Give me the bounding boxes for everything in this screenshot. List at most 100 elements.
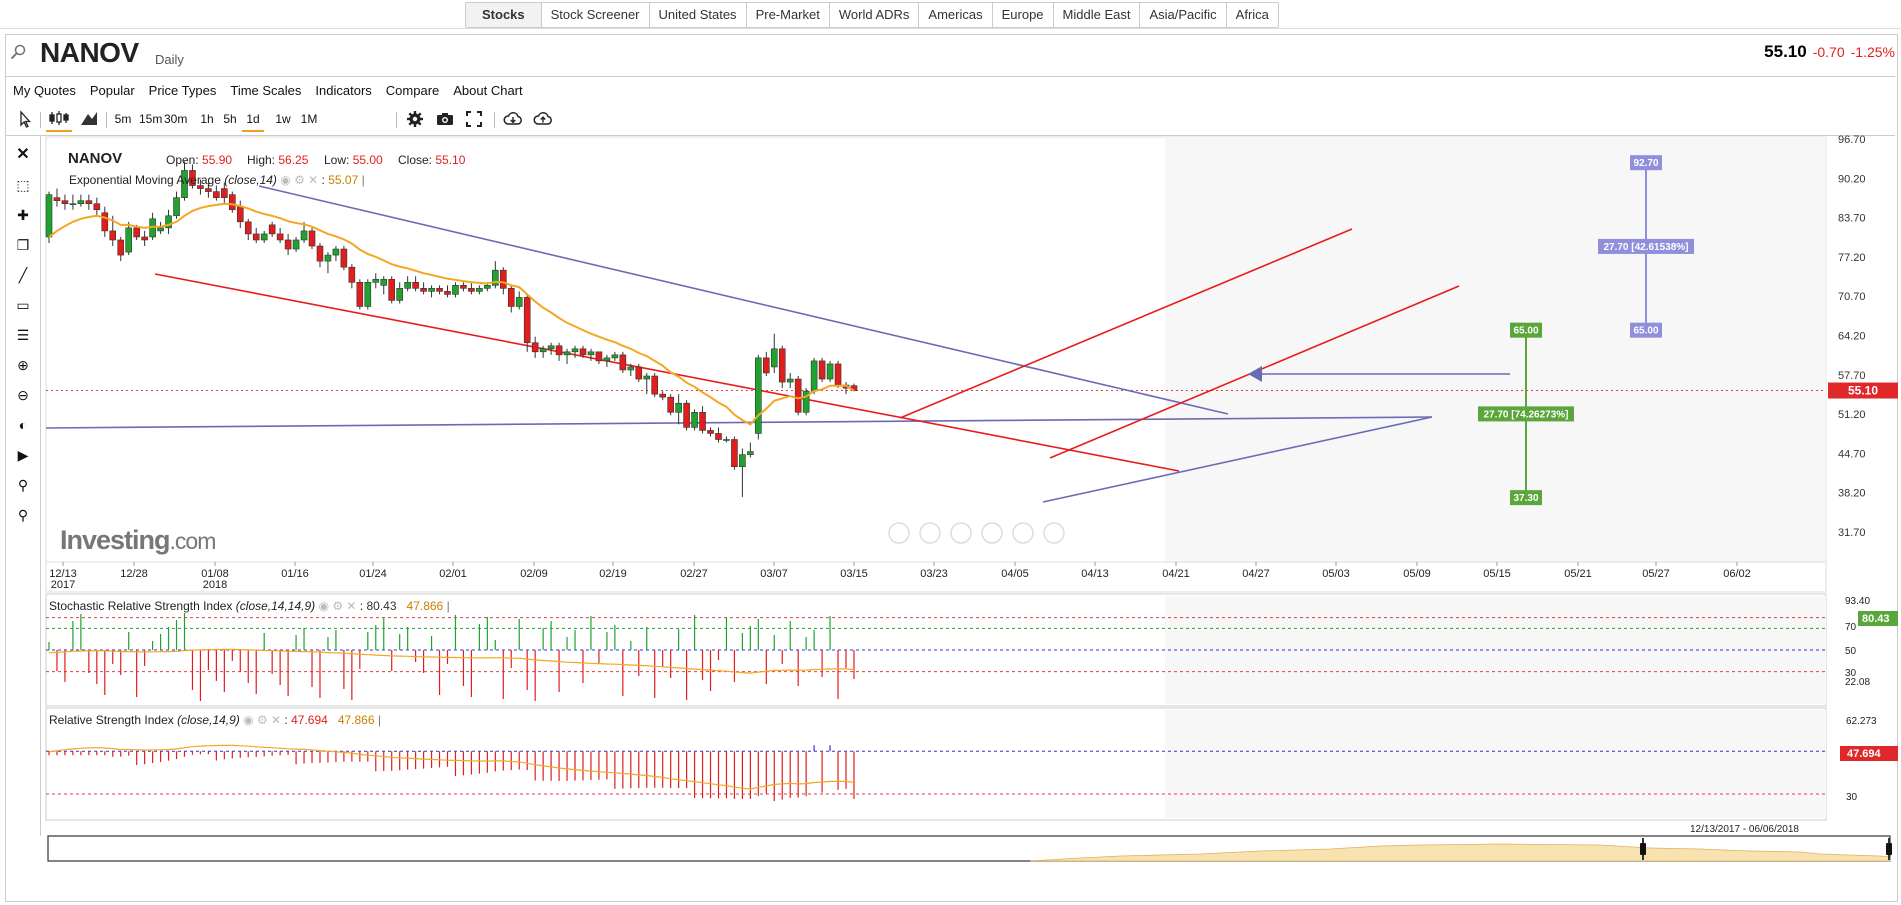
nav-tab-stocks[interactable]: Stocks — [466, 3, 542, 27]
play-icon[interactable]: ▶ — [17, 447, 29, 463]
chart-frame — [5, 34, 1898, 902]
candle-body — [348, 266, 356, 283]
toolbar-separator — [40, 112, 41, 128]
candle — [388, 276, 396, 304]
interval-5h[interactable]: 5h — [223, 112, 237, 126]
nav-tab-united-states[interactable]: United States — [650, 3, 747, 27]
camera-icon[interactable] — [434, 108, 456, 130]
nav-tab-europe[interactable]: Europe — [993, 3, 1054, 27]
candle-body — [268, 224, 276, 235]
candle-body — [651, 375, 659, 395]
candle — [539, 345, 547, 358]
candle — [69, 194, 77, 210]
menu-time-scales[interactable]: Time Scales — [230, 83, 302, 98]
candle-body — [563, 351, 571, 356]
candle — [515, 291, 523, 310]
candles-icon[interactable] — [46, 108, 72, 132]
y-tick-label: 90.20 — [1838, 173, 1866, 185]
interval-1h[interactable]: 1h — [200, 112, 214, 126]
interval-1d[interactable]: 1d — [242, 108, 264, 132]
x-tick-label: 05/15 — [1483, 568, 1511, 580]
interval-5m[interactable]: 5m — [114, 112, 132, 126]
zoom-in-icon[interactable]: ⊕ — [17, 357, 29, 373]
candle — [85, 194, 93, 210]
crosshair-icon[interactable]: ✚ — [17, 207, 29, 223]
menu-my-quotes[interactable]: My Quotes — [13, 83, 76, 98]
candle — [531, 336, 539, 358]
candle-body — [507, 288, 515, 307]
candle — [260, 230, 268, 243]
candle-body — [802, 390, 810, 413]
candle-body — [834, 363, 842, 386]
candle-body — [460, 285, 467, 289]
rsi-label: Relative Strength Index — [49, 713, 174, 727]
menu-price-types[interactable]: Price Types — [148, 83, 217, 98]
nav-tab-middle-east[interactable]: Middle East — [1054, 3, 1141, 27]
candle — [810, 357, 818, 395]
fib-icon[interactable]: ☰ — [16, 327, 30, 343]
candle-body — [332, 248, 340, 256]
menu-compare[interactable]: Compare — [385, 83, 440, 98]
candle — [468, 282, 475, 295]
price-change: -0.70 — [1812, 44, 1845, 60]
x-tick-label: 04/27 — [1242, 568, 1270, 580]
x-tick-label: 01/24 — [359, 568, 387, 580]
last-price: 55.10 — [1764, 42, 1807, 61]
candle — [316, 242, 324, 268]
candle — [221, 182, 228, 204]
nav-tab-africa[interactable]: Africa — [1235, 7, 1269, 22]
nav-tab-asia-pacific[interactable]: Asia/Pacific — [1140, 3, 1227, 27]
nav-tab-stock-screener[interactable]: Stock Screener — [542, 3, 650, 27]
search-icon[interactable] — [10, 44, 26, 60]
candle-body — [356, 281, 364, 307]
cursor-icon[interactable] — [14, 108, 36, 130]
navigator-area — [1029, 843, 1891, 862]
interval-1m[interactable]: 1M — [300, 112, 318, 126]
menu-about-chart[interactable]: About Chart — [453, 83, 523, 98]
user-icon[interactable]: ⚲ — [17, 477, 29, 493]
range-label: 12/13/2017 - 06/06/2018 — [1690, 824, 1799, 835]
last-price-badge-text: 55.10 — [1848, 384, 1878, 398]
candle-body — [308, 230, 316, 247]
x-tick-label: 04/21 — [1162, 568, 1190, 580]
candle — [707, 427, 714, 437]
menu-indicators[interactable]: Indicators — [315, 83, 372, 98]
candle-body — [659, 393, 666, 398]
nav-tab-world-adrs[interactable]: World ADRs — [830, 3, 920, 27]
candle — [444, 285, 451, 298]
range-annotation-2-mid-text: 27.70 [74.26273%] — [1483, 409, 1568, 420]
cloud-upload-icon[interactable] — [532, 108, 554, 130]
eye-icon[interactable]: ◐ — [18, 417, 28, 433]
x-tick-label: 02/01 — [439, 568, 467, 580]
candle — [125, 221, 132, 256]
fullscreen-icon[interactable] — [463, 108, 485, 130]
close-icon[interactable]: ✕ — [16, 146, 30, 163]
y-tick-label: 83.70 — [1838, 213, 1866, 225]
candle — [61, 194, 69, 210]
menu-popular[interactable]: Popular — [89, 83, 135, 98]
interval-1w[interactable]: 1w — [275, 112, 291, 126]
gear-icon[interactable] — [404, 108, 426, 130]
cloud-download-icon[interactable] — [502, 108, 524, 130]
nav-tab-americas[interactable]: Americas — [919, 3, 993, 27]
candle-body — [173, 197, 180, 217]
rectangle-icon[interactable]: ▭ — [16, 297, 30, 313]
area-icon[interactable] — [78, 108, 100, 130]
rsi-value-2: 47.866 — [337, 713, 375, 727]
candle-body — [691, 411, 698, 428]
layers-icon[interactable]: ❐ — [16, 237, 30, 253]
magnet-icon[interactable]: ⚲ — [17, 507, 29, 523]
candle — [683, 400, 690, 431]
nav-tab-pre-market[interactable]: Pre-Market — [747, 3, 830, 27]
x-tick-label: 04/05 — [1001, 568, 1029, 580]
interval-30m[interactable]: 30m — [164, 112, 188, 126]
candle — [244, 218, 252, 240]
candle-body — [213, 191, 220, 198]
trendline-icon[interactable]: ╱ — [18, 267, 28, 283]
zoom-out-icon[interactable]: ⊖ — [17, 387, 29, 403]
select-icon[interactable]: ⬚ — [16, 177, 30, 193]
x-tick-label: 05/09 — [1403, 568, 1431, 580]
candle-body — [675, 402, 682, 413]
interval-15m[interactable]: 15m — [139, 112, 163, 126]
